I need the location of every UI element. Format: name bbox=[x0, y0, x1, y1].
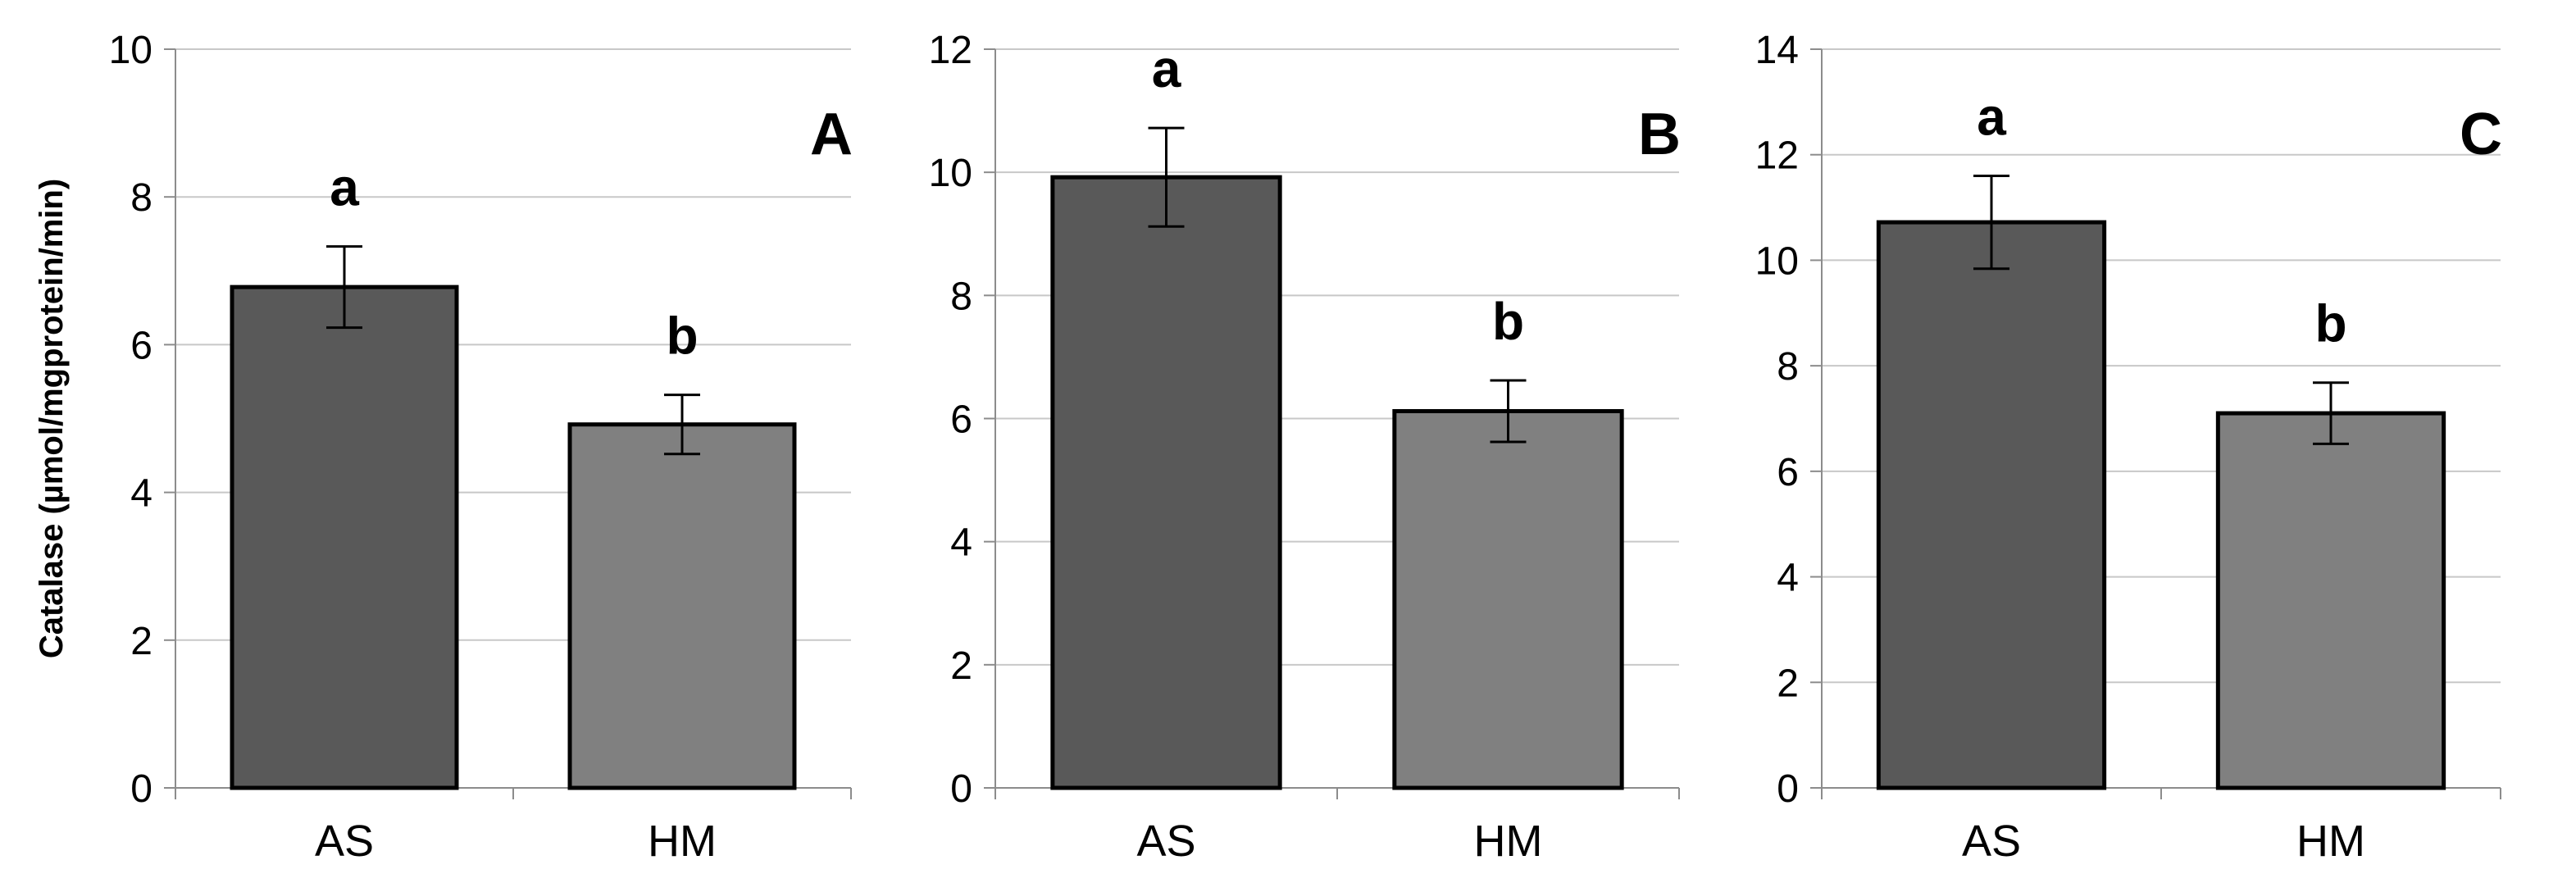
significance-label: a bbox=[330, 158, 359, 217]
category-label: HM bbox=[2296, 817, 2365, 866]
y-tick-label: 14 bbox=[1755, 29, 1799, 72]
significance-label: b bbox=[1492, 292, 1524, 351]
panel-label: A bbox=[810, 102, 853, 167]
category-label: AS bbox=[1136, 817, 1195, 866]
category-label: AS bbox=[315, 817, 374, 866]
y-tick-label: 6 bbox=[130, 324, 152, 367]
y-tick-label: 8 bbox=[950, 275, 972, 318]
y-tick-label: 6 bbox=[1777, 451, 1799, 494]
y-tick-label: 10 bbox=[109, 29, 152, 72]
y-axis-label: Catalase (µmol/mgprotein/min) bbox=[34, 179, 70, 658]
bar-hm bbox=[1392, 408, 1624, 790]
category-label: HM bbox=[1474, 817, 1543, 866]
category-label: AS bbox=[1962, 817, 2021, 866]
y-tick-label: 0 bbox=[950, 767, 972, 811]
significance-label: a bbox=[1977, 87, 2006, 146]
y-tick-label: 0 bbox=[1777, 767, 1799, 811]
y-tick-label: 4 bbox=[950, 521, 972, 565]
y-tick-label: 12 bbox=[1755, 134, 1799, 178]
bar-as bbox=[1876, 220, 2107, 790]
y-tick-label: 10 bbox=[1755, 239, 1799, 283]
category-label: HM bbox=[648, 817, 717, 866]
y-tick-label: 2 bbox=[1777, 662, 1799, 705]
significance-label: b bbox=[2314, 294, 2346, 353]
bar-hm bbox=[2215, 411, 2446, 790]
y-tick-label: 2 bbox=[130, 620, 152, 663]
y-tick-label: 8 bbox=[1777, 345, 1799, 389]
significance-label: b bbox=[666, 307, 698, 366]
bar-hm bbox=[567, 422, 797, 790]
y-tick-label: 8 bbox=[130, 176, 152, 220]
panel-label: C bbox=[2460, 102, 2502, 167]
y-tick-label: 6 bbox=[950, 398, 972, 442]
bar-as bbox=[1050, 175, 1282, 790]
bar-as bbox=[230, 284, 459, 790]
y-tick-label: 2 bbox=[950, 644, 972, 688]
panel-label: B bbox=[1638, 102, 1681, 167]
y-tick-label: 4 bbox=[1777, 557, 1799, 600]
y-tick-label: 4 bbox=[130, 472, 152, 516]
y-tick-label: 12 bbox=[929, 29, 972, 72]
y-tick-label: 0 bbox=[130, 767, 152, 811]
significance-label: a bbox=[1152, 39, 1181, 98]
y-tick-label: 10 bbox=[929, 152, 972, 195]
